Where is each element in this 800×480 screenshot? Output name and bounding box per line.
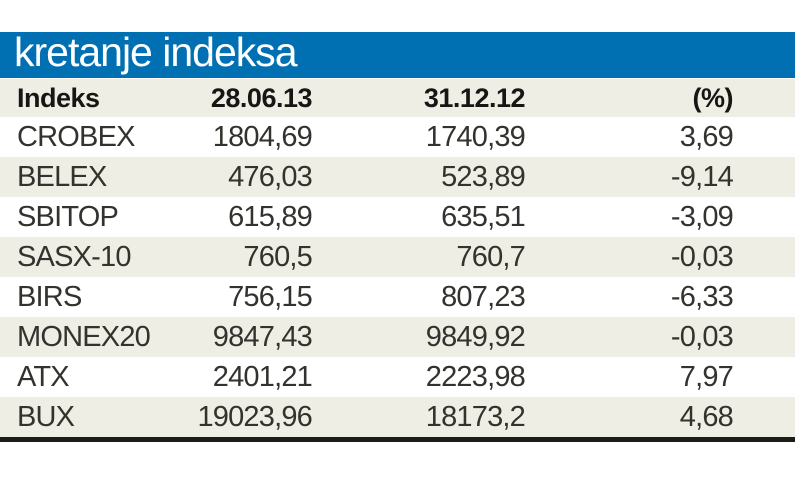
table-row: BELEX 476,03 523,89 -9,14 [0,157,795,197]
percent-cell: -9,14 [670,160,734,193]
percent-cell: -0,03 [670,320,734,353]
value-cell: 615,89 [228,200,313,233]
column-header-date-1: 28.06.13 [210,82,313,113]
top-margin [0,0,795,32]
value-cell: 2223,98 [425,360,526,393]
value-cell: 1740,39 [425,120,526,153]
value-cell: 19023,96 [197,400,312,433]
percent-cell: 7,97 [679,360,734,393]
value-cell: 1804,69 [212,120,313,153]
table-row: MONEX20 9847,43 9849,92 -0,03 [0,317,795,357]
index-name-cell: BELEX [17,160,107,193]
value-cell: 760,5 [243,240,312,273]
percent-cell: -3,09 [670,200,734,233]
column-header-indeks: Indeks [17,82,100,113]
percent-cell: -0,03 [670,240,734,273]
index-name-cell: CROBEX [17,120,135,153]
column-header-percent: (%) [692,82,734,113]
value-cell: 635,51 [441,200,526,233]
value-cell: 760,7 [456,240,525,273]
table-row: BIRS 756,15 807,23 -6,33 [0,277,795,317]
title-divider [0,78,795,79]
value-cell: 9849,92 [425,320,526,353]
value-cell: 756,15 [228,280,313,313]
table-row: SBITOP 615,89 635,51 -3,09 [0,197,795,237]
index-name-cell: SASX-10 [17,240,131,273]
value-cell: 2401,21 [212,360,313,393]
table-row: CROBEX 1804,69 1740,39 3,69 [0,117,795,157]
value-cell: 18173,2 [425,400,526,433]
index-name-cell: SBITOP [17,200,119,233]
bottom-rule [0,437,795,442]
index-table-graphic: kretanje indeksa Indeks 28.06.13 31.12.1… [0,0,795,442]
value-cell: 476,03 [228,160,313,193]
table-row: SASX-10 760,5 760,7 -0,03 [0,237,795,277]
percent-cell: 4,68 [679,400,734,433]
value-cell: 9847,43 [212,320,313,353]
percent-cell: 3,69 [679,120,734,153]
column-header-date-2: 31.12.12 [423,82,526,113]
table-header-row: Indeks 28.06.13 31.12.12 (%) [0,79,795,117]
index-name-cell: BUX [17,400,75,433]
value-cell: 807,23 [441,280,526,313]
title-bar: kretanje indeksa [0,32,795,78]
table-row: ATX 2401,21 2223,98 7,97 [0,357,795,397]
index-name-cell: MONEX20 [17,320,151,353]
index-name-cell: ATX [17,360,70,393]
index-name-cell: BIRS [17,280,82,313]
value-cell: 523,89 [441,160,526,193]
table-title: kretanje indeksa [14,29,298,75]
table-row: BUX 19023,96 18173,2 4,68 [0,397,795,437]
percent-cell: -6,33 [670,280,734,313]
